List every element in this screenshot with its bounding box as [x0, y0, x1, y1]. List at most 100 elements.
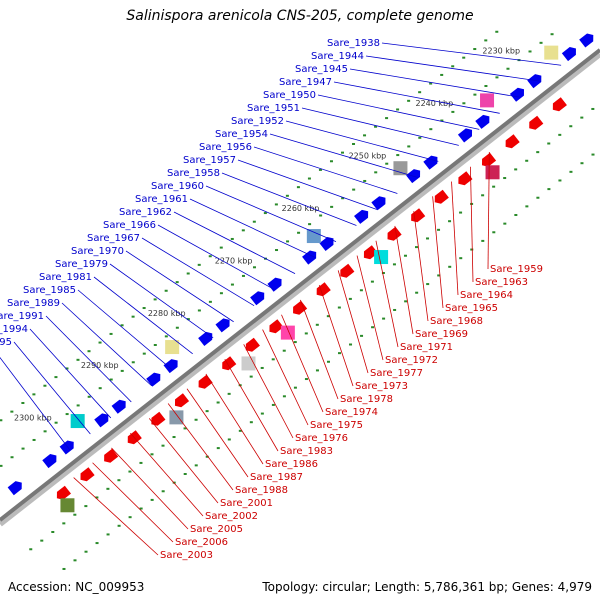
tick-dot: [547, 142, 551, 145]
tick-dot: [506, 67, 510, 70]
leader-line: [92, 462, 174, 543]
tick-dot: [29, 548, 33, 551]
leader-line: [221, 172, 357, 226]
forward-gene-label: Sare_1945: [295, 64, 348, 75]
reverse-gene-arrow: [458, 171, 473, 186]
tick-dot: [186, 318, 190, 321]
tick-dot: [385, 117, 389, 120]
tick-dot: [208, 255, 212, 258]
leader-line: [205, 185, 337, 242]
tick-dot: [183, 427, 187, 430]
tick-dot: [197, 263, 201, 266]
tick-dot: [109, 332, 113, 335]
tick-dot: [308, 223, 312, 226]
reverse-gene-arrow: [293, 300, 308, 315]
reverse-gene-label: Sare_1974: [325, 407, 378, 418]
tick-dot: [396, 108, 400, 111]
tick-dot: [349, 343, 353, 346]
forward-gene-label: Sare_1938: [327, 38, 380, 49]
tick-dot: [249, 421, 253, 424]
leader-line: [130, 432, 204, 517]
leader-line: [253, 146, 398, 194]
forward-gene-arrow: [7, 481, 22, 496]
leader-line: [337, 270, 369, 374]
leader-line: [375, 240, 399, 348]
tick-dot: [131, 361, 135, 364]
forward-gene-label: Sare_1956: [199, 142, 252, 153]
tick-dot: [591, 107, 595, 110]
tick-dot: [87, 350, 91, 353]
reverse-gene-label: Sare_1963: [475, 277, 528, 288]
tick-dot: [252, 266, 256, 269]
tick-dot: [142, 307, 146, 310]
forward-gene-label: Sare_1960: [151, 181, 204, 192]
tick-dot: [164, 335, 168, 338]
leader-line: [300, 299, 339, 400]
tick-dot: [338, 352, 342, 355]
leader-line: [189, 198, 316, 258]
tick-dot: [337, 306, 341, 309]
forward-gene-label: Sare_1958: [167, 168, 220, 179]
reverse-gene-label: Sare_1972: [385, 355, 438, 366]
leader-line: [262, 329, 309, 426]
tick-dot: [304, 332, 308, 335]
tick-dot: [503, 222, 507, 225]
reverse-gene-arrow: [434, 189, 449, 204]
tick-dot: [139, 507, 143, 510]
tick-dot: [418, 136, 422, 139]
leader-line: [394, 225, 414, 335]
reverse-gene-label: Sare_1973: [355, 381, 408, 392]
tick-dot: [370, 280, 374, 283]
tick-dot: [120, 369, 124, 372]
tick-dot: [109, 378, 113, 381]
tick-dot: [216, 401, 220, 404]
feature-block: [544, 45, 559, 60]
scale-label: 2260 kbp: [282, 204, 320, 213]
leader-line: [487, 151, 490, 270]
tick-dot: [293, 386, 297, 389]
feature-block: [393, 161, 408, 176]
forward-gene-label: Sare_1995: [0, 337, 12, 348]
tick-dot: [282, 395, 286, 398]
tick-dot: [260, 412, 264, 415]
scale-label: 2270 kbp: [215, 256, 253, 265]
tick-dot: [363, 179, 367, 182]
tick-dot: [580, 116, 584, 119]
tick-dot: [197, 309, 201, 312]
reverse-gene-label: Sare_1977: [370, 368, 423, 379]
reverse-gene-arrow: [151, 411, 166, 426]
forward-gene-arrow: [215, 318, 230, 333]
tick-dot: [43, 430, 47, 433]
tick-dot: [175, 281, 179, 284]
tick-dot: [407, 99, 411, 102]
forward-gene-label: Sare_1957: [183, 155, 236, 166]
feature-block: [480, 93, 495, 108]
leader-line: [356, 255, 384, 361]
tick-dot: [205, 455, 209, 458]
forward-gene-label: Sare_1950: [263, 90, 316, 101]
feature-block: [60, 498, 75, 513]
tick-dot: [76, 358, 80, 361]
tick-dot: [440, 119, 444, 122]
tick-dot: [525, 159, 529, 162]
tick-dot: [359, 289, 363, 292]
reverse-gene-arrow: [80, 467, 95, 482]
tick-dot: [374, 125, 378, 128]
reverse-gene-arrow: [552, 97, 567, 112]
tick-dot: [415, 291, 419, 294]
tick-dot: [503, 177, 507, 180]
forward-gene-arrow: [94, 413, 109, 428]
tick-dot: [396, 154, 400, 157]
tick-dot: [404, 300, 408, 303]
tick-dot: [98, 387, 102, 390]
forward-gene-label: Sare_1970: [71, 246, 124, 257]
feature-block: [165, 340, 180, 355]
tick-dot: [183, 473, 187, 476]
reverse-gene-label: Sare_2001: [220, 498, 273, 509]
tick-dot: [84, 505, 88, 508]
forward-gene-arrow: [198, 331, 213, 346]
reverse-gene-arrow: [505, 134, 520, 149]
tick-dot: [194, 464, 198, 467]
tick-dot: [550, 33, 554, 36]
leader-line: [381, 42, 562, 66]
